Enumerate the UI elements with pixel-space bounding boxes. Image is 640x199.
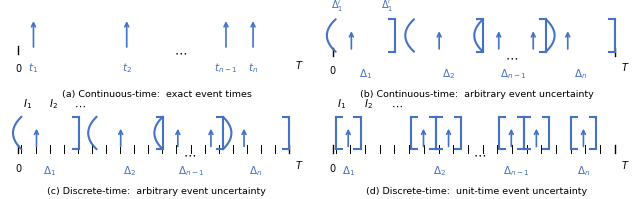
Text: $\cdots$: $\cdots$ [74,101,86,111]
Text: $\Delta_{n-1}$: $\Delta_{n-1}$ [502,165,529,178]
Text: $\cdots$: $\cdots$ [391,101,403,111]
Text: $\cdots$: $\cdots$ [183,148,196,161]
Text: $I_2$: $I_2$ [364,97,373,111]
Text: $T$: $T$ [621,61,630,73]
Text: $\Delta_n$: $\Delta_n$ [577,165,590,178]
Text: $\Delta_2$: $\Delta_2$ [442,67,455,81]
Text: $\Delta_1$: $\Delta_1$ [359,67,372,81]
Text: $0$: $0$ [15,62,22,74]
Text: $\Delta_n$: $\Delta_n$ [573,67,587,81]
Text: $\Delta_1$: $\Delta_1$ [44,165,56,178]
Text: $t_n$: $t_n$ [248,61,258,75]
Text: (d) Discrete-time:  unit-time event uncertainty: (d) Discrete-time: unit-time event uncer… [366,187,588,196]
Text: $\cdots$: $\cdots$ [474,148,486,161]
Text: $\Delta_{n-1}$: $\Delta_{n-1}$ [499,67,526,81]
Text: $\Delta_2$: $\Delta_2$ [124,165,136,178]
Text: $\Delta_2$: $\Delta_2$ [433,165,445,178]
Text: $\Delta_n$: $\Delta_n$ [250,165,262,178]
Text: $\Delta_1$: $\Delta_1$ [342,165,355,178]
Text: $\cdots$: $\cdots$ [174,46,188,59]
Text: $I_2$: $I_2$ [49,97,58,111]
Text: $t_{n-1}$: $t_{n-1}$ [214,61,238,75]
Text: $T$: $T$ [621,159,630,171]
Text: $\Delta^r_1$: $\Delta^r_1$ [381,0,394,14]
Text: $\Delta^l_1$: $\Delta^l_1$ [331,0,344,14]
Text: (c) Discrete-time:  arbitrary event uncertainty: (c) Discrete-time: arbitrary event uncer… [47,187,266,196]
Text: $t_2$: $t_2$ [122,61,132,75]
Text: (a) Continuous-time:  exact event times: (a) Continuous-time: exact event times [62,90,252,99]
Text: $0$: $0$ [15,162,22,174]
Text: $I_1$: $I_1$ [337,97,346,111]
Text: $\cdots$: $\cdots$ [505,51,518,64]
Text: $0$: $0$ [329,162,336,174]
Text: (b) Continuous-time:  arbitrary event uncertainty: (b) Continuous-time: arbitrary event unc… [360,90,594,99]
Text: $T$: $T$ [295,159,304,171]
Text: $\Delta_{n-1}$: $\Delta_{n-1}$ [178,165,205,178]
Text: $T$: $T$ [295,59,304,71]
Text: $0$: $0$ [329,64,336,76]
Text: $t_1$: $t_1$ [28,61,38,75]
Text: $I_1$: $I_1$ [23,97,32,111]
